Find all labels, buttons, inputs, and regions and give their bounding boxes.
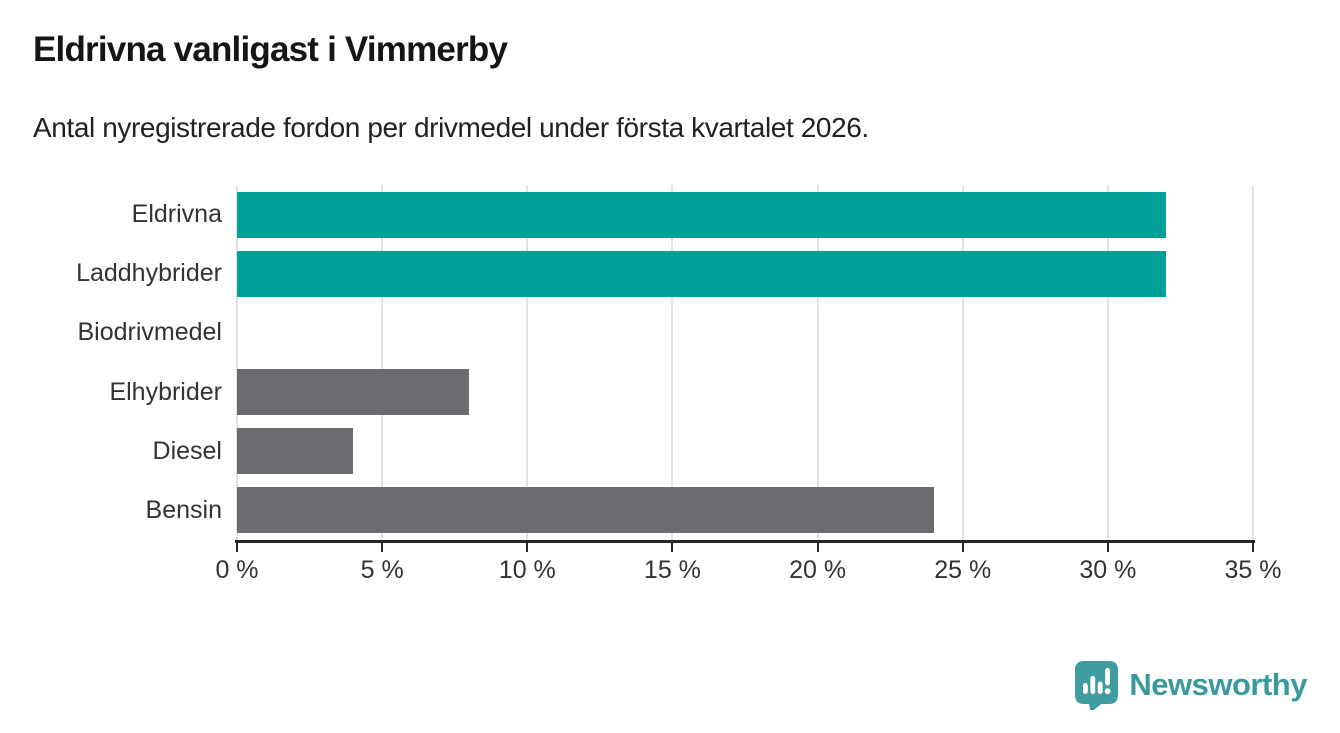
x-tick-label-35: 35 % (1224, 556, 1282, 584)
bar-elhybrider (237, 369, 470, 416)
x-tick-label-30: 30 % (1079, 556, 1137, 584)
category-label-elhybrider: Elhybrider (109, 377, 222, 406)
x-tick-20 (816, 543, 819, 552)
category-label-laddhybrider: Laddhybrider (76, 259, 222, 288)
gridline-0 (236, 185, 238, 540)
category-label-diesel: Diesel (152, 436, 222, 465)
gridline-15 (671, 185, 674, 540)
x-tick-label-25: 25 % (934, 556, 992, 584)
newsworthy-badge-chart-icon (1075, 661, 1119, 710)
bar-laddhybrider (237, 250, 1166, 297)
chart-row-bensin: Bensin (146, 481, 1253, 540)
chart-row-diesel: Diesel (153, 422, 1253, 481)
chart-row-eldrivna: Eldrivna (132, 185, 1253, 244)
gridline-10 (526, 185, 529, 540)
x-tick-label-20: 20 % (789, 556, 847, 584)
chart-row-laddhybrider: Laddhybrider (76, 244, 1253, 303)
chart-row-biodrivmedel: Biodrivmedel (77, 303, 1253, 362)
chart-row-elhybrider: Elhybrider (109, 363, 1253, 422)
gridline-30 (1106, 185, 1109, 540)
gridline-25 (961, 185, 964, 540)
x-tick-0 (236, 543, 238, 552)
chart-title: Eldrivna vanligast i Vimmerby (33, 30, 508, 69)
x-tick-label-15: 15 % (643, 556, 701, 584)
gridline-20 (816, 185, 819, 540)
category-label-bensin: Bensin (145, 495, 222, 524)
x-tick-label-0: 0 % (215, 556, 259, 584)
x-tick-25 (961, 543, 964, 552)
bar-bensin (237, 487, 934, 534)
category-label-biodrivmedel: Biodrivmedel (77, 318, 222, 347)
x-tick-15 (671, 543, 674, 552)
newsworthy-logo: Newsworthy (1074, 660, 1307, 710)
newsworthy-wordmark: Newsworthy (1129, 667, 1307, 702)
x-tick-label-10: 10 % (498, 556, 556, 584)
x-tick-5 (381, 543, 384, 552)
x-axis: 0 % 5 % 10 % 15 % 20 % 25 % 30 % 35 % (215, 540, 1281, 585)
x-tick-label-5: 5 % (360, 556, 404, 584)
chart-subtitle: Antal nyregistrerade fordon per drivmede… (33, 112, 869, 143)
category-label-eldrivna: Eldrivna (131, 200, 222, 229)
x-axis-line (235, 540, 1255, 543)
x-tick-35 (1252, 543, 1254, 552)
bar-chart-plot-area: Eldrivna Laddhybrider Biodrivmedel Elhybrid… (76, 185, 1254, 540)
x-tick-30 (1106, 543, 1109, 552)
bar-diesel (237, 428, 354, 475)
bar-eldrivna (237, 191, 1166, 238)
gridline-5 (381, 185, 384, 540)
x-tick-10 (526, 543, 529, 552)
gridline-35 (1252, 185, 1254, 540)
